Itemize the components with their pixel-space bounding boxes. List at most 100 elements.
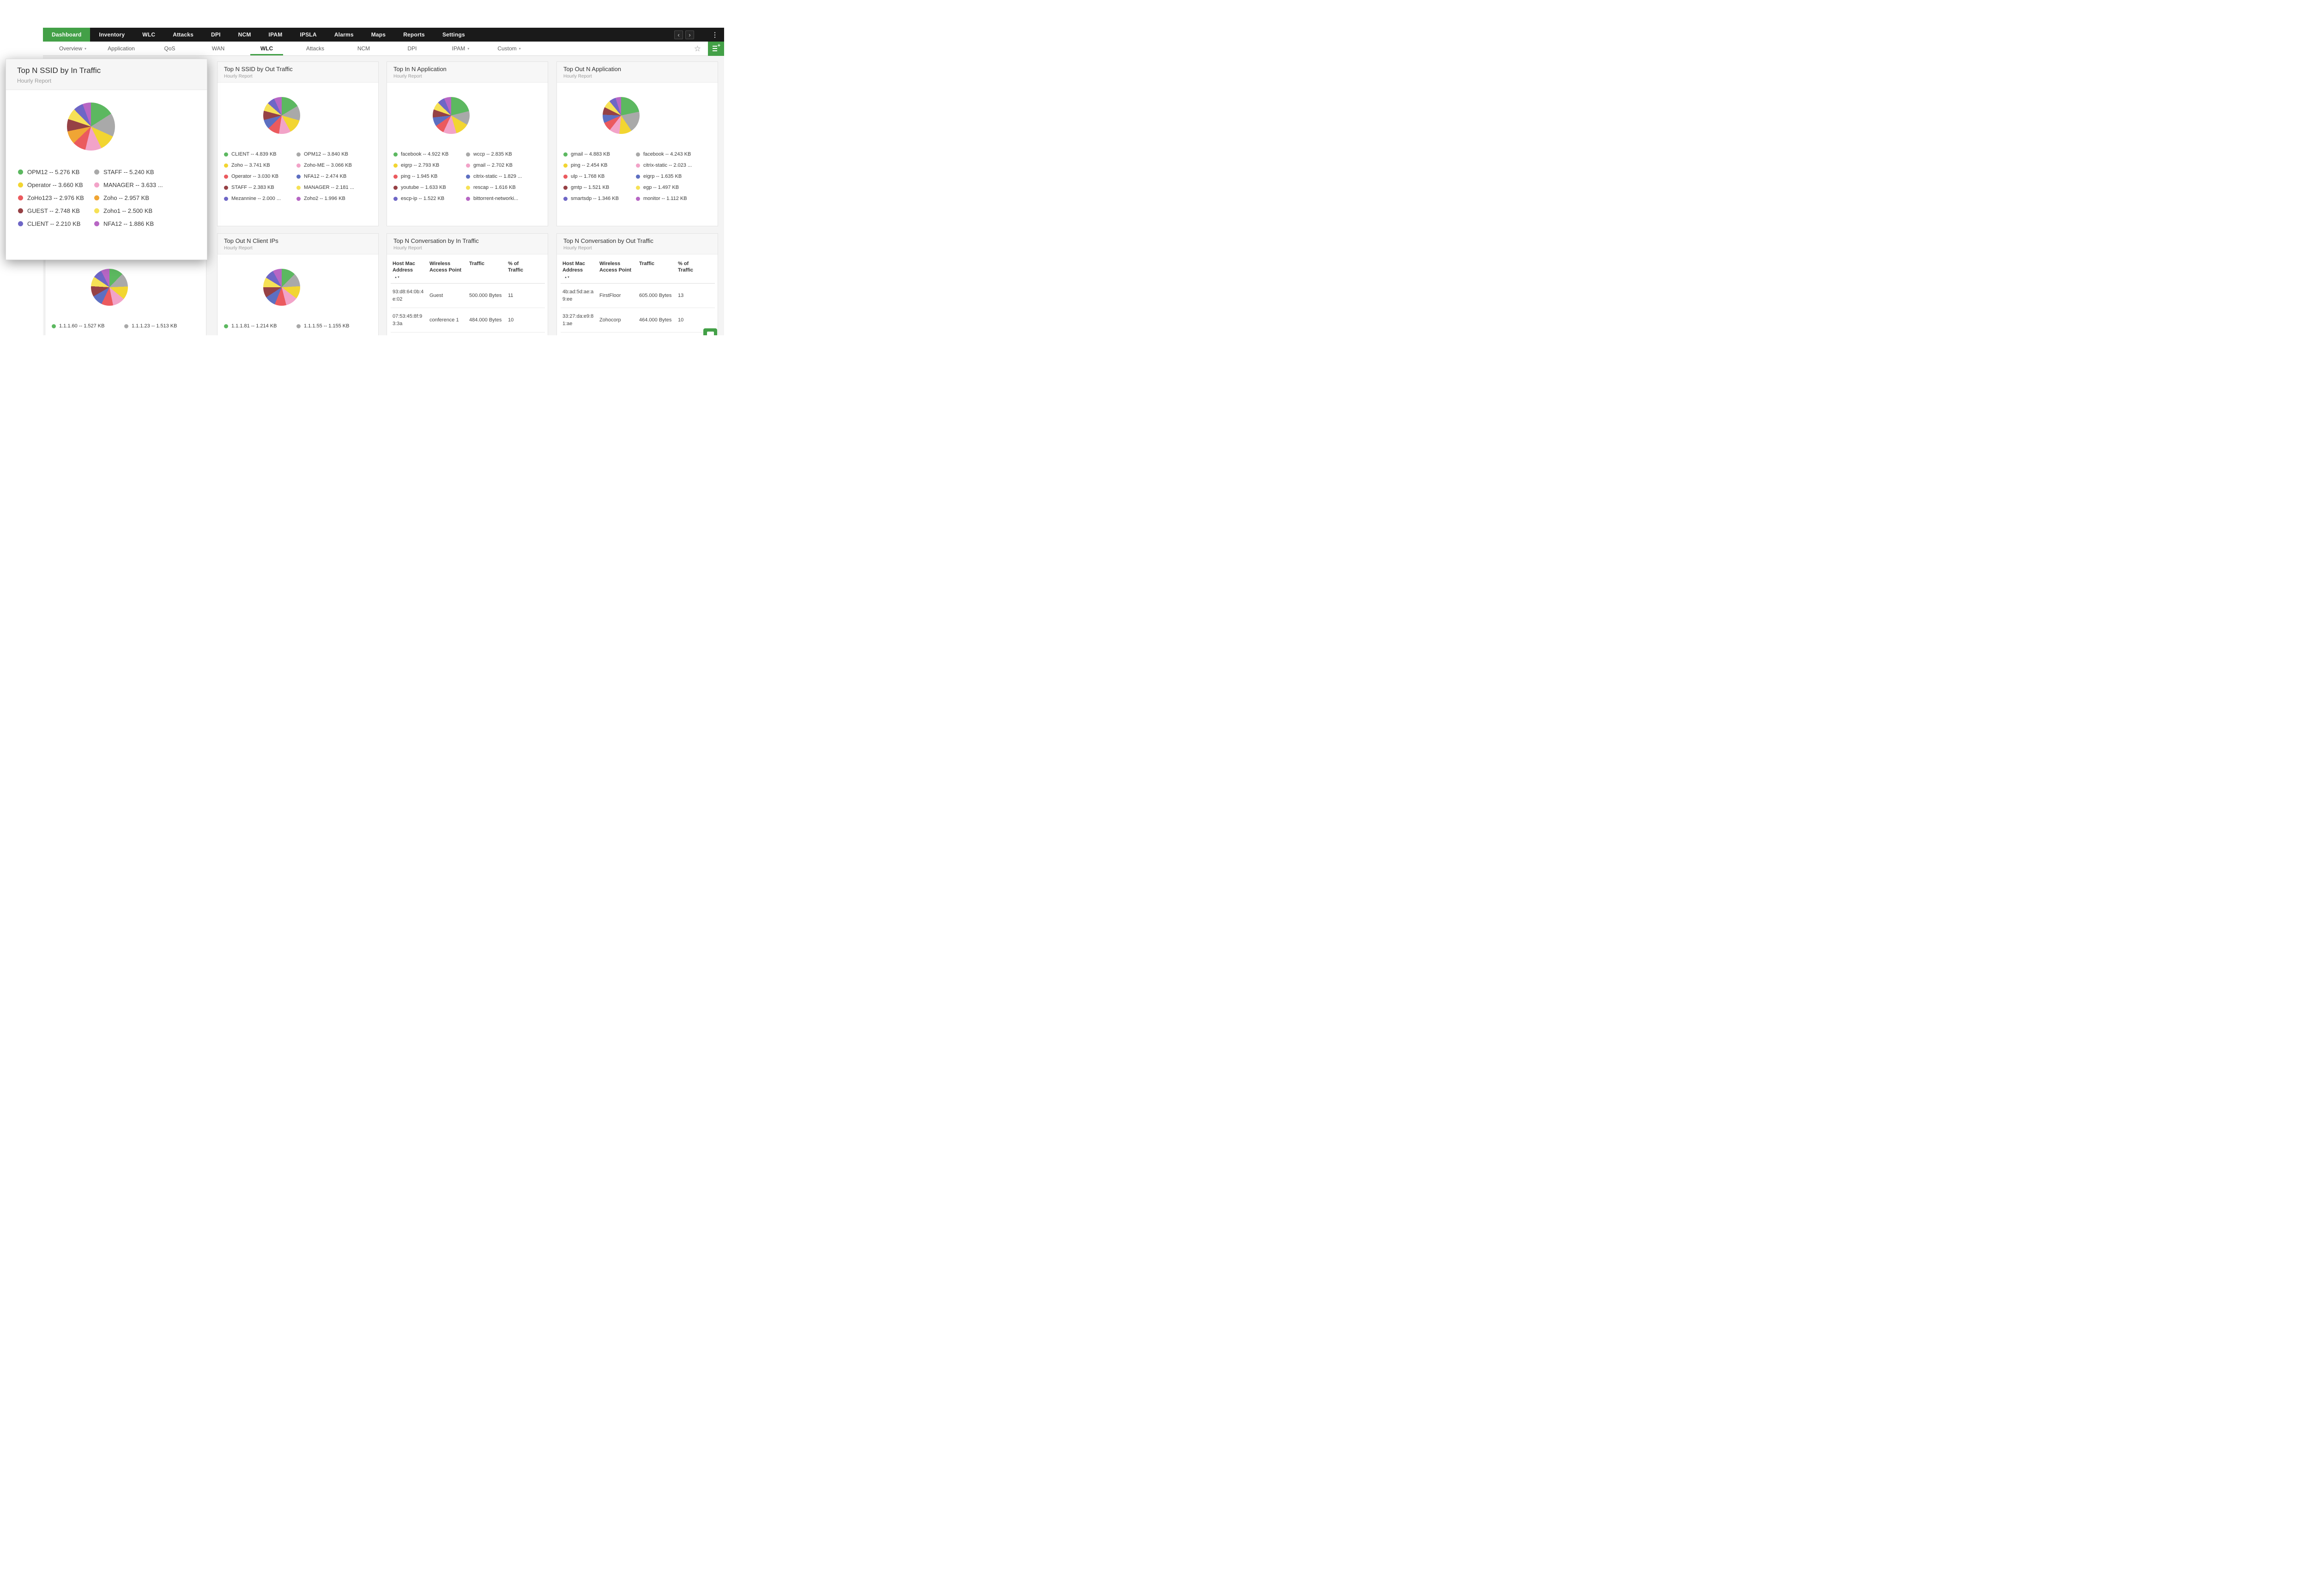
widget-subtitle: Hourly Report	[224, 246, 253, 251]
table-cell: 11	[506, 283, 545, 308]
legend-item: citrix-static -- 2.023 ...	[636, 160, 715, 171]
add-widget-icon: +	[713, 43, 720, 51]
subnav-item-ipam[interactable]: IPAM ▾	[436, 42, 485, 55]
table-cell: 13	[676, 283, 715, 308]
column-header-traffic: Traffic	[467, 257, 506, 284]
legend-dot	[466, 185, 470, 190]
nav-prev-button[interactable]: ‹	[674, 30, 683, 39]
widget-header: Top N SSID by In Traffic Hourly Report	[6, 59, 207, 90]
table-cell: 484.000 Bytes	[467, 308, 506, 332]
column-header-wireless-access-point: Wireless Access Point	[428, 257, 467, 284]
legend-item: 1.1.1.81 -- 1.214 KB	[224, 320, 296, 332]
subnav-item-application[interactable]: Application	[97, 42, 145, 55]
widget-header: Top N SSID by Out Traffic Hourly Report	[218, 62, 378, 83]
column-header-host-mac-address[interactable]: Host Mac Address▲▼	[391, 257, 428, 284]
legend-item: bittorrent-networki...	[466, 193, 545, 204]
table-cell: FirstFloor	[598, 283, 637, 308]
table-body: 4b:ad:5d:ae:a9:ee FirstFloor 605.000 Bytes…	[561, 283, 715, 332]
topnav-item-attacks[interactable]: Attacks	[164, 28, 202, 42]
topnav-item-dpi[interactable]: DPI	[202, 28, 230, 42]
nav-label: Application	[108, 45, 135, 52]
legend-label: CLIENT -- 4.839 KB	[231, 151, 277, 157]
legend-label: citrix-static -- 1.829 ...	[473, 174, 522, 179]
chat-icon	[707, 332, 714, 335]
add-widget-button[interactable]: +	[708, 41, 724, 56]
legend-item: ulp -- 1.768 KB	[563, 171, 636, 182]
subnav-item-wlc[interactable]: WLC	[242, 42, 291, 55]
nav-next-button[interactable]: ›	[685, 30, 694, 39]
table-cell: 10	[506, 308, 545, 332]
column-header-wireless-access-point: Wireless Access Point	[598, 257, 637, 284]
nav-label: IPAM	[268, 31, 283, 38]
legend-dot	[224, 174, 228, 179]
sort-icon[interactable]: ▲▼	[564, 276, 570, 279]
legend-dot	[94, 221, 99, 226]
topnav-item-inventory[interactable]: Inventory	[90, 28, 133, 42]
topnav-item-settings[interactable]: Settings	[434, 28, 474, 42]
legend-dot	[296, 163, 301, 168]
legend-dot	[296, 324, 301, 328]
nav-label: Custom	[497, 45, 517, 52]
legend-label: 1.1.1.23 -- 1.513 KB	[132, 323, 177, 329]
subnav-item-wan[interactable]: WAN	[194, 42, 242, 55]
nav-label: Overview	[59, 45, 82, 52]
topnav-item-wlc[interactable]: WLC	[133, 28, 164, 42]
legend-dot	[94, 182, 99, 187]
legend-label: Zoho -- 3.741 KB	[231, 163, 270, 168]
topnav-items: Dashboard Inventory WLC Attacks DPI NCM IPAM IP…	[43, 28, 474, 42]
legend-label: Zoho -- 2.957 KB	[103, 194, 149, 201]
subnav-controls: ☆ +	[694, 41, 724, 56]
subnav-item-attacks[interactable]: Attacks	[291, 42, 339, 55]
legend-item: NFA12 -- 1.886 KB	[94, 217, 202, 230]
overflow-menu-icon[interactable]: ⋮	[712, 30, 718, 38]
widget-subtitle: Hourly Report	[17, 78, 52, 84]
subnav-item-custom[interactable]: Custom ▾	[485, 42, 533, 55]
legend-dot	[636, 185, 640, 190]
top-navigation: Dashboard Inventory WLC Attacks DPI NCM IPAM IP…	[43, 28, 724, 42]
legend-dot	[296, 174, 301, 179]
legend-item: STAFF -- 5.240 KB	[94, 165, 202, 178]
column-header-host-mac-address[interactable]: Host Mac Address▲▼	[561, 257, 598, 284]
chat-button[interactable]	[703, 328, 717, 335]
legend-item: eigrp -- 2.793 KB	[393, 160, 466, 171]
widget-header: Top In N Application Hourly Report	[387, 62, 548, 83]
legend-label: citrix-static -- 2.023 ...	[643, 163, 692, 168]
topnav-item-ipam[interactable]: IPAM	[260, 28, 291, 42]
widget-header: Top Out N Application Hourly Report	[557, 62, 718, 83]
topnav-item-reports[interactable]: Reports	[394, 28, 434, 42]
legend-dot	[466, 163, 470, 168]
legend-item: MANAGER -- 3.633 ...	[94, 178, 202, 191]
table-row: 07:53:45:8f:93:3a conference 1 484.000 Byt…	[391, 308, 545, 332]
sort-icon[interactable]: ▲▼	[394, 276, 400, 279]
nav-label: WLC	[142, 31, 156, 38]
legend-label: 1.1.1.60 -- 1.527 KB	[59, 323, 105, 329]
subnav-item-dpi[interactable]: DPI	[388, 42, 436, 55]
topnav-item-ipsla[interactable]: IPSLA	[291, 28, 325, 42]
legend-item: ZoHo123 -- 2.976 KB	[18, 191, 94, 204]
legend-item: citrix-static -- 1.829 ...	[466, 171, 545, 182]
legend-label: ulp -- 1.768 KB	[571, 174, 605, 179]
subnav-item-ncm[interactable]: NCM	[339, 42, 388, 55]
legend-item: Mezannine -- 2.000 ...	[224, 193, 296, 204]
legend-label: Operator -- 3.660 KB	[27, 181, 83, 188]
widget-ssid-in-traffic[interactable]: Top N SSID by In Traffic Hourly Report O…	[6, 59, 207, 260]
favorite-star-icon[interactable]: ☆	[694, 44, 701, 53]
widget-title: Top N Conversation by Out Traffic	[563, 237, 653, 244]
subnav-item-qos[interactable]: QoS	[145, 42, 194, 55]
legend-dot	[466, 152, 470, 157]
topnav-item-dashboard[interactable]: Dashboard	[43, 28, 91, 42]
widget-header: Top Out N Client IPs Hourly Report	[218, 234, 378, 254]
legend-label: monitor -- 1.112 KB	[643, 196, 687, 201]
legend-item: Zoho-ME -- 3.066 KB	[296, 160, 375, 171]
pie-chart	[263, 97, 300, 134]
nav-label: QoS	[164, 45, 175, 52]
topnav-item-alarms[interactable]: Alarms	[326, 28, 363, 42]
legend-dot	[466, 196, 470, 201]
subnav-item-overview[interactable]: Overview ▾	[48, 42, 97, 55]
topnav-item-maps[interactable]: Maps	[363, 28, 394, 42]
legend-dot	[466, 174, 470, 179]
widget-subtitle: Hourly Report	[563, 246, 592, 251]
widget-title: Top Out N Application	[563, 66, 622, 73]
topnav-item-ncm[interactable]: NCM	[230, 28, 260, 42]
table-header-row: Host Mac Address▲▼ Wireless Access Point T…	[561, 257, 715, 284]
